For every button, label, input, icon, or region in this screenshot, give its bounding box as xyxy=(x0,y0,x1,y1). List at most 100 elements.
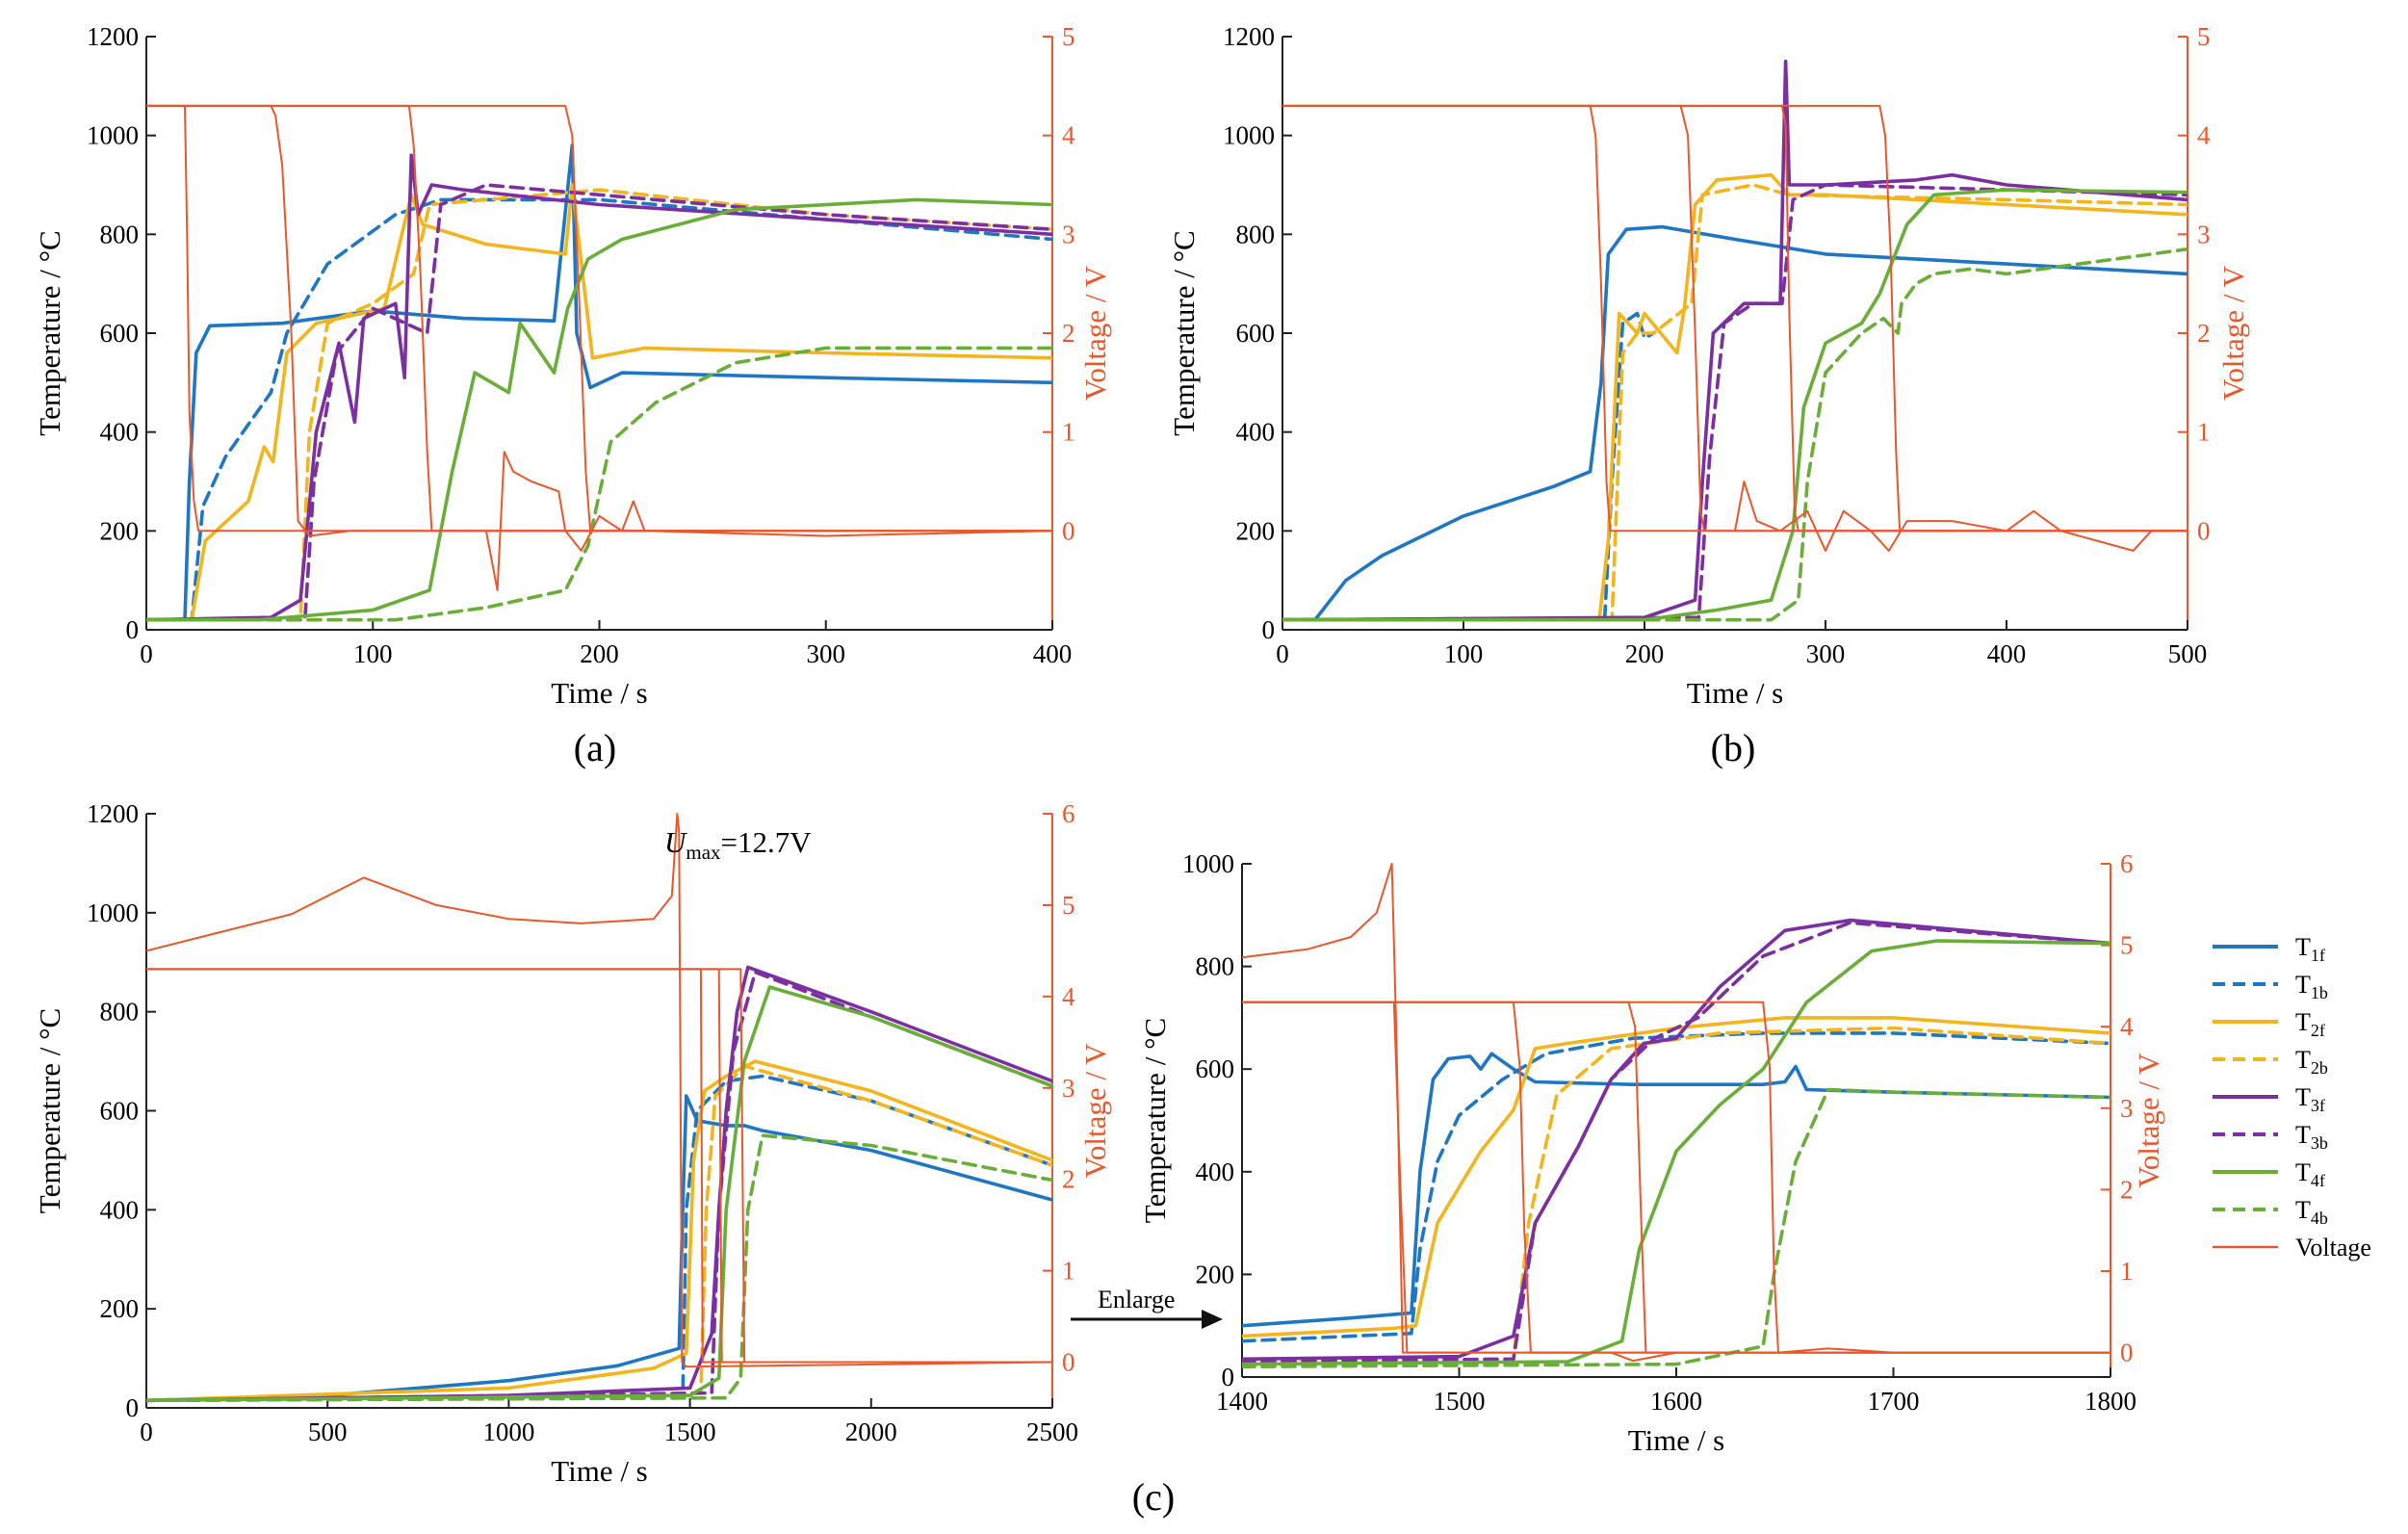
series-T1f-line xyxy=(1242,1052,2110,1328)
plot-area xyxy=(146,104,1052,622)
legend-base: T xyxy=(2295,1083,2311,1111)
legend-sub: 3f xyxy=(2311,1096,2325,1115)
series-T4b-line xyxy=(1282,247,2188,622)
umax-rest: =12.7V xyxy=(721,825,813,859)
series-Vpk-line xyxy=(1242,863,2110,1354)
y-tick-label: 800 xyxy=(1196,952,1235,981)
x-tick-label: 500 xyxy=(308,1417,348,1446)
y-axis-label: Temperature / °C xyxy=(33,230,66,435)
y2-tick-label: 5 xyxy=(1062,22,1075,51)
plot-area xyxy=(146,813,1052,1403)
y2-tick-label: 4 xyxy=(1062,121,1075,150)
y-tick-label: 400 xyxy=(1236,418,1276,447)
legend-base: T xyxy=(2295,1046,2311,1074)
series-T1b-line xyxy=(1242,1031,2110,1343)
chart-a: 0 100 200 300 400 0 200 400 600 800 1000 1200 0 1 2 3 4 5… xyxy=(33,22,1112,769)
y-tick-label: 0 xyxy=(126,615,140,644)
legend-label-T1b: T1b xyxy=(2295,971,2328,1002)
y-tick-label: 1000 xyxy=(87,121,139,150)
x-tick-label: 2000 xyxy=(845,1417,897,1446)
series-T4f-line xyxy=(146,197,1052,622)
series-T1f-line xyxy=(146,1094,1052,1403)
series-T2f-line xyxy=(146,183,1052,622)
series-V4-line xyxy=(1282,104,2188,533)
y-tick-label: 0 xyxy=(1262,615,1276,644)
x-tick-label: 400 xyxy=(1033,639,1073,668)
x-tick-label: 300 xyxy=(1806,639,1846,668)
y-tick-label: 600 xyxy=(100,319,140,348)
y2-axis-label: Voltage / V xyxy=(1078,265,1112,401)
series-T2b-line xyxy=(146,188,1052,622)
y-axis-label: Temperature / °C xyxy=(33,1008,66,1213)
y2-tick-label: 1 xyxy=(1062,418,1075,447)
y2-tick-label: 0 xyxy=(2120,1339,2134,1367)
y2-tick-label: 2 xyxy=(2197,319,2211,348)
series-V2-line xyxy=(146,104,1052,537)
enlarge-arrowhead xyxy=(1202,1310,1223,1329)
y2-axis-label: Voltage / V xyxy=(1078,1043,1112,1179)
y2-tick-label: 2 xyxy=(1062,319,1075,348)
x-tick-label: 1500 xyxy=(1434,1387,1486,1416)
series-T2b-line xyxy=(1242,1026,2110,1364)
panel-label: (c) xyxy=(1132,1475,1175,1519)
legend-base: T xyxy=(2295,1196,2311,1224)
y-tick-label: 1000 xyxy=(1182,849,1234,878)
x-tick-label: 1500 xyxy=(664,1417,716,1446)
legend-label-T3f: T3f xyxy=(2295,1083,2325,1115)
y2-tick-label: 4 xyxy=(2197,121,2211,150)
y2-tick-label: 1 xyxy=(2197,418,2211,447)
series-T4b-line xyxy=(1242,1087,2110,1369)
series-V3-line xyxy=(1242,1001,2110,1354)
y2-tick-label: 5 xyxy=(1062,891,1075,920)
series-T3f-line xyxy=(1242,918,2110,1362)
plot-area xyxy=(1242,863,2110,1369)
chart-c_enlarged: 1400 1500 1600 1700 1800 0 200 400 600 800 1000 0 1 2… xyxy=(1138,849,2165,1457)
y-tick-label: 0 xyxy=(126,1393,140,1422)
legend-base: T xyxy=(2295,933,2311,961)
x-tick-label: 200 xyxy=(1625,639,1665,668)
x-axis-label: Time / s xyxy=(1628,1423,1725,1457)
y-tick-label: 1000 xyxy=(1223,121,1275,150)
legend-label-T4f: T4f xyxy=(2295,1158,2325,1190)
x-tick-label: 1800 xyxy=(2084,1387,2136,1416)
legend-label-Voltage: Voltage xyxy=(2295,1234,2371,1261)
series-V5-line xyxy=(484,451,1052,591)
y2-tick-label: 3 xyxy=(2120,1094,2134,1123)
y-tick-label: 0 xyxy=(1222,1363,1235,1391)
y2-tick-label: 2 xyxy=(1062,1165,1075,1194)
y2-tick-label: 1 xyxy=(1062,1257,1075,1286)
series-V2-line xyxy=(1282,104,2188,533)
legend-base: T xyxy=(2295,971,2311,999)
y-tick-label: 800 xyxy=(100,220,140,248)
y-tick-label: 1200 xyxy=(87,22,139,51)
legend-sub: 2b xyxy=(2311,1058,2328,1078)
y-tick-label: 400 xyxy=(100,418,140,447)
series-T3b-line xyxy=(146,183,1052,622)
series-T4f-line xyxy=(1282,188,2188,622)
umax-sub: max xyxy=(686,841,721,864)
series-T4b-line xyxy=(146,1133,1052,1403)
series-Vpk-line xyxy=(146,813,1052,1368)
series-T1b-line xyxy=(146,1074,1052,1403)
series-T2b-line xyxy=(1282,183,2188,622)
legend-sub: 1f xyxy=(2311,946,2325,965)
legend-sub: 1b xyxy=(2311,983,2328,1002)
legend-label-T4b: T4b xyxy=(2295,1196,2328,1228)
y-tick-label: 800 xyxy=(1236,220,1276,248)
x-tick-label: 1000 xyxy=(482,1417,534,1446)
series-V1-line xyxy=(1282,104,2188,533)
y2-axis-label: Voltage / V xyxy=(2132,1053,2165,1188)
series-V4-line xyxy=(146,104,1052,533)
x-tick-label: 100 xyxy=(353,639,393,668)
series-V5-line xyxy=(1734,481,2188,552)
plot-area xyxy=(1282,59,2188,622)
y2-tick-label: 3 xyxy=(1062,1074,1075,1103)
legend-sub: 2f xyxy=(2311,1021,2325,1040)
y-tick-label: 1200 xyxy=(87,799,139,828)
series-V2-line xyxy=(1242,1001,2110,1363)
y2-tick-label: 4 xyxy=(2120,1012,2134,1041)
y-tick-label: 1200 xyxy=(1223,22,1275,51)
legend-base: T xyxy=(2295,1121,2311,1149)
legend-sub: 4b xyxy=(2311,1209,2328,1228)
